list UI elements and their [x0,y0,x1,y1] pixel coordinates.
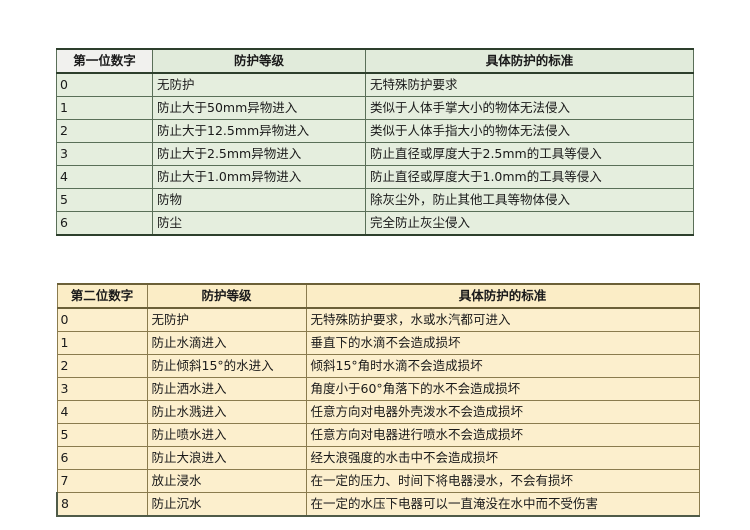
cell-standard: 类似于人体手掌大小的物体无法侵入 [365,96,694,120]
cell-digit: 3 [56,142,153,166]
cell-level: 防物 [152,188,366,212]
cell-level: 防止洒水进入 [146,377,307,401]
table-first-digit-body: 0 无防护 无特殊防护要求 1 防止大于50mm异物进入 类似于人体手掌大小的物… [56,72,694,236]
cell-standard: 任意方向对电器外壳泼水不会造成损坏 [305,400,700,424]
table-row: 5 防物 除灰尘外，防止其他工具等物体侵入 [56,188,694,212]
cell-digit: 0 [56,72,153,97]
table-row: 6 防尘 完全防止灰尘侵入 [56,211,694,236]
cell-standard: 在一定的压力、时间下将电器浸水，不会有损坏 [305,469,700,493]
table-row: 1 防止水滴进入 垂直下的水滴不会造成损坏 [56,331,700,355]
cell-standard: 垂直下的水滴不会造成损坏 [305,331,700,355]
column-header-digit: 第二位数字 [56,283,148,309]
cell-standard: 防止直径或厚度大于1.0mm的工具等侵入 [365,165,694,189]
cell-digit: 1 [56,96,153,120]
cell-level: 无防护 [152,72,366,97]
cell-standard: 经大浪强度的水击中不会造成损坏 [305,446,700,470]
table-header-row: 第二位数字 防护等级 具体防护的标准 [56,283,700,309]
cell-level: 防止倾斜15°的水进入 [146,354,307,378]
cell-digit: 5 [56,188,153,212]
cell-level: 防止大于50mm异物进入 [152,96,366,120]
cell-standard: 无特殊防护要求 [365,72,694,97]
cell-standard: 防止直径或厚度大于2.5mm的工具等侵入 [365,142,694,166]
cell-level: 防止沉水 [146,492,307,517]
table-second-digit-header: 第二位数字 防护等级 具体防护的标准 [56,283,700,309]
cell-digit: 7 [56,469,148,493]
column-header-level: 防护等级 [146,283,307,309]
table-row: 4 防止大于1.0mm异物进入 防止直径或厚度大于1.0mm的工具等侵入 [56,165,694,189]
column-header-standard: 具体防护的标准 [365,48,694,74]
table-header-row: 第一位数字 防护等级 具体防护的标准 [56,48,694,74]
cell-standard: 除灰尘外，防止其他工具等物体侵入 [365,188,694,212]
table-second-digit: 第二位数字 防护等级 具体防护的标准 0 无防护 无特殊防护要求，水或水汽都可进… [56,283,700,517]
cell-digit: 4 [56,165,153,189]
cell-standard: 倾斜15°角时水滴不会造成损坏 [305,354,700,378]
table-first-digit: 第一位数字 防护等级 具体防护的标准 0 无防护 无特殊防护要求 1 防止大于5… [56,48,694,236]
table-row: 4 防止水溅进入 任意方向对电器外壳泼水不会造成损坏 [56,400,700,424]
cell-level: 防止大浪进入 [146,446,307,470]
cell-level: 防止大于12.5mm异物进入 [152,119,366,143]
cell-level: 防止大于1.0mm异物进入 [152,165,366,189]
table-row: 3 防止大于2.5mm异物进入 防止直径或厚度大于2.5mm的工具等侵入 [56,142,694,166]
table-row: 0 无防护 无特殊防护要求，水或水汽都可进入 [56,307,700,332]
cell-standard: 无特殊防护要求，水或水汽都可进入 [305,307,700,332]
cell-digit: 2 [56,119,153,143]
table-row: 2 防止大于12.5mm异物进入 类似于人体手指大小的物体无法侵入 [56,119,694,143]
table-row: 7 放止浸水 在一定的压力、时间下将电器浸水，不会有损坏 [56,469,700,493]
cell-digit: 5 [56,423,148,447]
table-row: 1 防止大于50mm异物进入 类似于人体手掌大小的物体无法侵入 [56,96,694,120]
cell-standard: 角度小于60°角落下的水不会造成损坏 [305,377,700,401]
table-row: 5 防止喷水进入 任意方向对电器进行喷水不会造成损坏 [56,423,700,447]
cell-standard: 类似于人体手指大小的物体无法侵入 [365,119,694,143]
cell-level: 无防护 [146,307,307,332]
cell-digit: 3 [56,377,148,401]
cell-level: 放止浸水 [146,469,307,493]
cell-digit: 4 [56,400,148,424]
column-header-level: 防护等级 [152,48,366,74]
cell-digit: 6 [56,211,153,236]
table-row: 0 无防护 无特殊防护要求 [56,72,694,97]
cell-level: 防止喷水进入 [146,423,307,447]
cell-digit: 6 [56,446,148,470]
table-second-digit-body: 0 无防护 无特殊防护要求，水或水汽都可进入 1 防止水滴进入 垂直下的水滴不会… [56,307,700,517]
cell-digit: 0 [56,307,148,332]
cell-level: 防止水滴进入 [146,331,307,355]
cell-standard: 在一定的水压下电器可以一直淹没在水中而不受伤害 [305,492,700,517]
cell-level: 防尘 [152,211,366,236]
table-row: 6 防止大浪进入 经大浪强度的水击中不会造成损坏 [56,446,700,470]
table-row: 3 防止洒水进入 角度小于60°角落下的水不会造成损坏 [56,377,700,401]
cell-level: 防止水溅进入 [146,400,307,424]
table-row: 8 防止沉水 在一定的水压下电器可以一直淹没在水中而不受伤害 [56,492,700,517]
cell-digit: 8 [56,492,148,517]
table-first-digit-header: 第一位数字 防护等级 具体防护的标准 [56,48,694,74]
cell-standard: 完全防止灰尘侵入 [365,211,694,236]
cell-level: 防止大于2.5mm异物进入 [152,142,366,166]
cell-digit: 1 [56,331,148,355]
column-header-digit: 第一位数字 [56,48,153,74]
cell-standard: 任意方向对电器进行喷水不会造成损坏 [305,423,700,447]
cell-digit: 2 [56,354,148,378]
table-row: 2 防止倾斜15°的水进入 倾斜15°角时水滴不会造成损坏 [56,354,700,378]
column-header-standard: 具体防护的标准 [305,283,700,309]
